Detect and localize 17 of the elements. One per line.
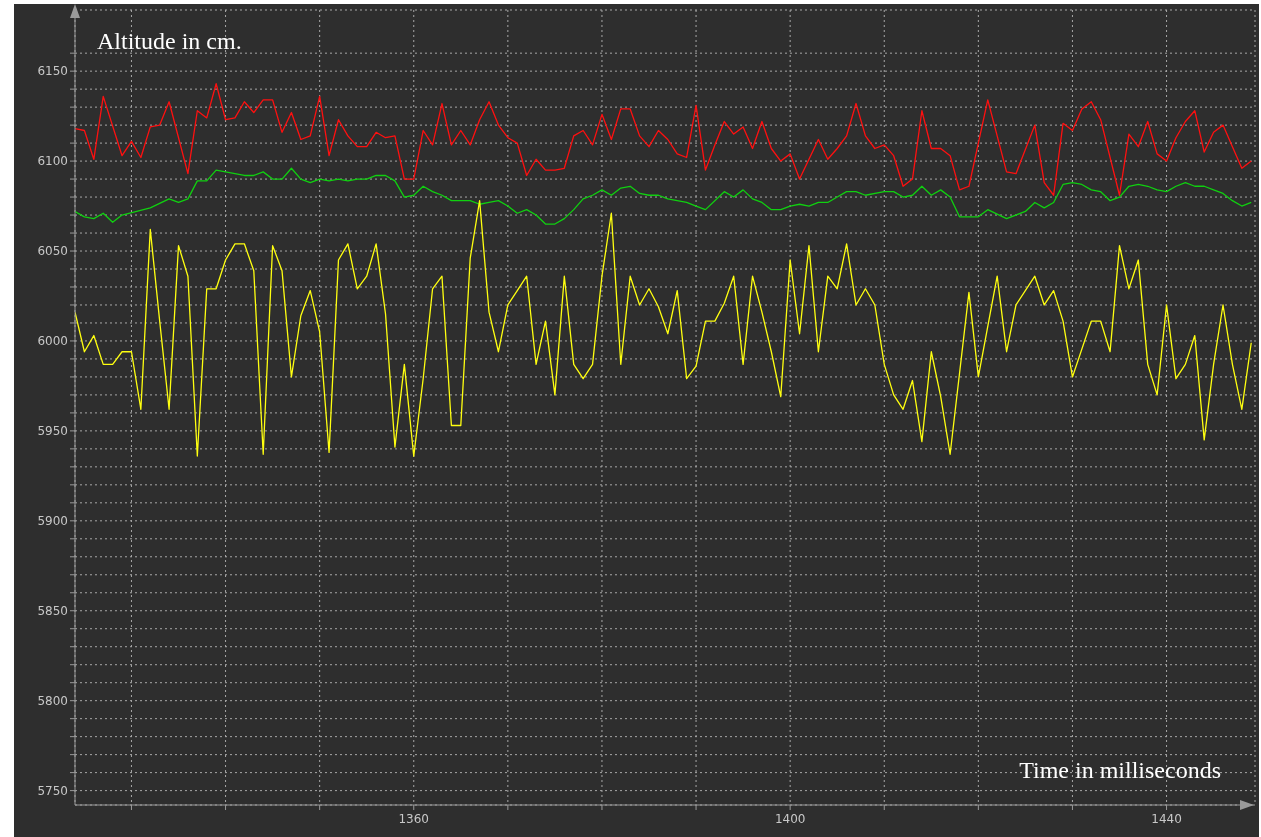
line-series (75, 200, 1252, 457)
x-tick-label: 1360 (398, 811, 430, 826)
y-tick-label: 5850 (37, 604, 68, 619)
x-axis-title: Time in milliseconds (1019, 757, 1221, 784)
x-tick-label: 1440 (1151, 811, 1182, 826)
y-tick-label: 5900 (37, 514, 68, 529)
y-tick-label: 5750 (37, 783, 68, 798)
y-tick-label: 6050 (37, 244, 68, 259)
y-tick-label: 6150 (37, 64, 68, 79)
y-tick-label: 5950 (37, 424, 68, 439)
line-series (75, 83, 1252, 196)
line-series (75, 167, 1252, 225)
y-tick-label: 6000 (37, 334, 68, 349)
x-tick-label: 1400 (774, 811, 806, 826)
y-tick-label: 6100 (37, 154, 68, 169)
y-tick-label: 5800 (37, 693, 68, 708)
y-axis-title: Altitude in cm. (97, 28, 242, 55)
